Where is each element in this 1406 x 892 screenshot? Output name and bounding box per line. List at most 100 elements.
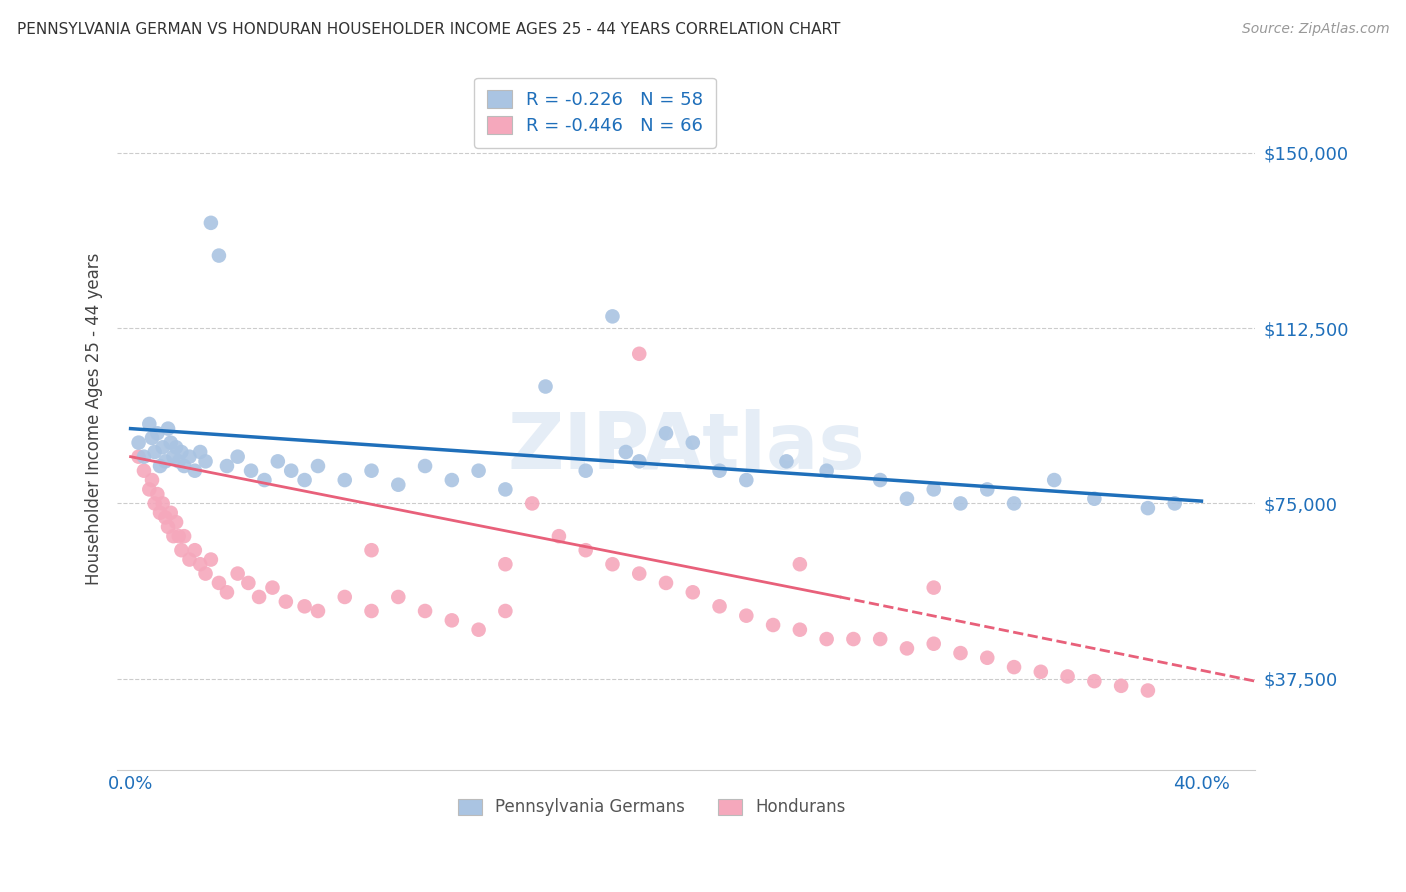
Point [1029, 665, 1052, 679]
Point [149, 506, 172, 520]
Point [775, 454, 797, 468]
Point [170, 543, 193, 558]
Point [159, 435, 181, 450]
Point [162, 450, 184, 464]
Point [387, 477, 409, 491]
Point [157, 422, 180, 436]
Point [520, 496, 543, 510]
Point [179, 450, 201, 464]
Point [274, 594, 297, 608]
Point [165, 515, 187, 529]
Point [682, 585, 704, 599]
Point [440, 613, 463, 627]
Point [247, 590, 270, 604]
Point [709, 599, 731, 614]
Point [628, 347, 651, 361]
Point [141, 431, 163, 445]
Point [226, 450, 249, 464]
Point [682, 435, 704, 450]
Point [149, 458, 172, 473]
Point [628, 566, 651, 581]
Point [1002, 660, 1025, 674]
Point [896, 491, 918, 506]
Point [1163, 496, 1185, 510]
Y-axis label: Householder Income Ages 25 - 44 years: Householder Income Ages 25 - 44 years [86, 253, 103, 585]
Point [494, 604, 516, 618]
Point [188, 558, 211, 572]
Point [709, 464, 731, 478]
Point [173, 529, 195, 543]
Point [360, 543, 382, 558]
Point [494, 483, 516, 497]
Point [280, 464, 302, 478]
Point [976, 483, 998, 497]
Point [132, 450, 155, 464]
Point [869, 632, 891, 646]
Point [1109, 679, 1132, 693]
Point [815, 464, 838, 478]
Point [167, 454, 190, 468]
Point [294, 473, 316, 487]
Point [141, 473, 163, 487]
Point [152, 496, 174, 510]
Point [1136, 683, 1159, 698]
Point [976, 650, 998, 665]
Point [360, 604, 382, 618]
Point [360, 464, 382, 478]
Point [194, 566, 217, 581]
Point [815, 632, 838, 646]
Point [1043, 473, 1066, 487]
Point [413, 458, 436, 473]
Point [896, 641, 918, 656]
Point [762, 618, 785, 632]
Point [333, 473, 356, 487]
Point [922, 483, 945, 497]
Point [155, 454, 177, 468]
Point [922, 637, 945, 651]
Point [262, 581, 284, 595]
Point [1083, 491, 1105, 506]
Point [467, 464, 489, 478]
Point [146, 487, 169, 501]
Point [655, 576, 678, 591]
Point [155, 510, 177, 524]
Point [162, 529, 184, 543]
Point [143, 445, 166, 459]
Point [215, 585, 238, 599]
Point [226, 566, 249, 581]
Point [387, 590, 409, 604]
Point [167, 529, 190, 543]
Point [789, 558, 811, 572]
Point [208, 576, 231, 591]
Point [1056, 669, 1078, 683]
Text: Source: ZipAtlas.com: Source: ZipAtlas.com [1241, 22, 1389, 37]
Point [735, 608, 758, 623]
Point [869, 473, 891, 487]
Point [1002, 496, 1025, 510]
Point [602, 558, 624, 572]
Text: ZIPAtlas: ZIPAtlas [508, 409, 865, 485]
Point [789, 623, 811, 637]
Point [949, 646, 972, 660]
Point [548, 529, 571, 543]
Point [143, 496, 166, 510]
Point [194, 454, 217, 468]
Point [157, 520, 180, 534]
Point [165, 440, 187, 454]
Point [173, 458, 195, 473]
Point [170, 445, 193, 459]
Point [159, 506, 181, 520]
Point [128, 450, 150, 464]
Point [307, 604, 329, 618]
Point [208, 249, 231, 263]
Point [735, 473, 758, 487]
Point [307, 458, 329, 473]
Point [949, 496, 972, 510]
Point [138, 417, 160, 431]
Point [333, 590, 356, 604]
Text: PENNSYLVANIA GERMAN VS HONDURAN HOUSEHOLDER INCOME AGES 25 - 44 YEARS CORRELATIO: PENNSYLVANIA GERMAN VS HONDURAN HOUSEHOL… [17, 22, 841, 37]
Point [467, 623, 489, 637]
Point [184, 543, 207, 558]
Point [238, 576, 260, 591]
Point [614, 445, 637, 459]
